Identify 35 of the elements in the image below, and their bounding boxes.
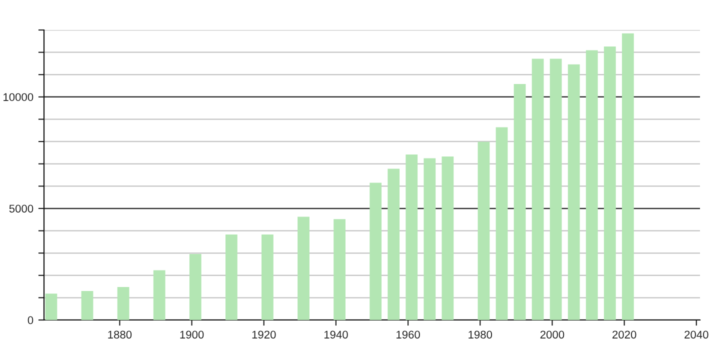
y-tick-label: 0 [28, 316, 34, 324]
x-tick-label: 2000 [540, 330, 564, 339]
bar [550, 58, 562, 320]
bar [81, 291, 94, 320]
x-tick-label: 1940 [324, 330, 348, 339]
bar [604, 46, 616, 320]
x-tick-label: 1980 [468, 330, 492, 339]
bar [496, 127, 508, 320]
bar [388, 168, 400, 320]
bar [442, 156, 454, 320]
x-tick-label: 2020 [612, 330, 636, 339]
x-tick-label: 1880 [108, 330, 132, 339]
x-tick-label: 1900 [180, 330, 204, 339]
bar [424, 158, 436, 320]
bar [586, 50, 598, 320]
bar [478, 142, 490, 320]
bar [45, 294, 58, 320]
x-tick-label: 2040 [684, 330, 708, 339]
bar [370, 182, 382, 320]
y-tick-label: 10000 [4, 93, 34, 102]
bar [334, 219, 346, 320]
bar [568, 64, 580, 320]
bar [225, 234, 238, 320]
bar [298, 216, 310, 320]
y-tick-label: 5000 [9, 204, 34, 213]
bar [189, 254, 202, 320]
bar [262, 234, 274, 320]
x-tick-label: 1920 [252, 330, 276, 339]
bar [406, 154, 418, 320]
bar [153, 270, 166, 320]
bar [117, 286, 130, 320]
bar [532, 58, 544, 320]
bar [622, 33, 634, 320]
x-tick-label: 1960 [396, 330, 420, 339]
bar [514, 84, 526, 320]
